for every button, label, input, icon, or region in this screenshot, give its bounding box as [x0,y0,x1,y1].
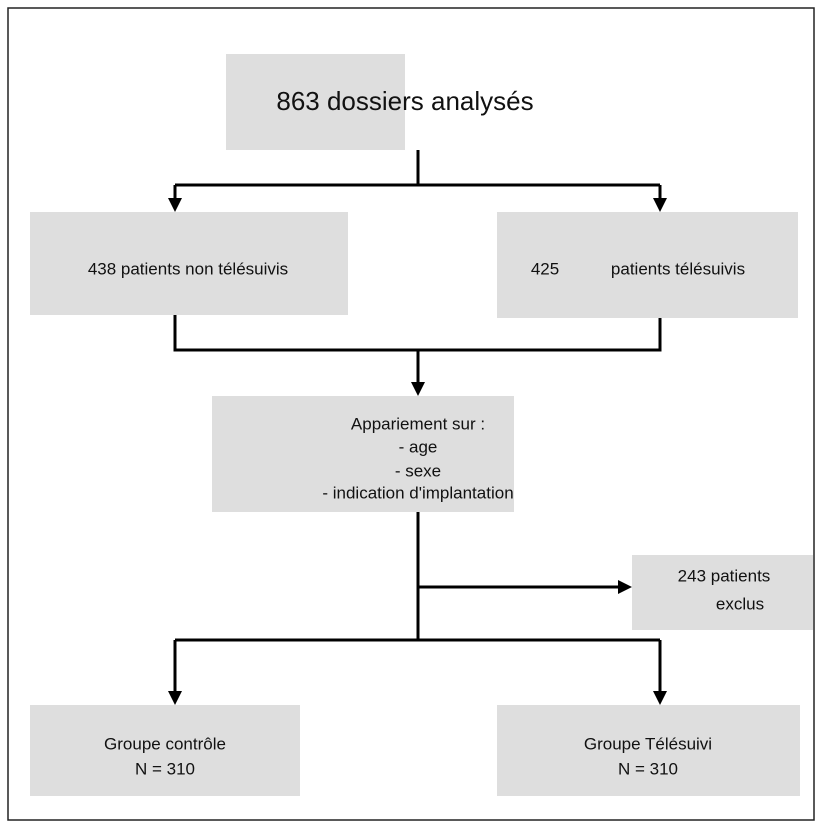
box-appariement [212,396,514,512]
node-label: patients télésuivis [611,259,745,278]
box-non-telesuivis [30,212,348,315]
node-label: - age [399,437,438,456]
box-total [226,54,405,150]
node-label: 243 patients [678,566,771,585]
connectors [168,150,667,705]
node-label: 438 patients non télésuivis [88,259,288,278]
node-label: 425 [531,259,559,278]
node-label: N = 310 [135,759,195,778]
node-label: - indication d'implantation [322,483,513,502]
box-exclus [632,555,813,630]
box-telesuivi [497,705,800,796]
node-label: - sexe [395,461,441,480]
frame [7,7,815,821]
node-label: Groupe contrôle [104,734,226,753]
node-label: Groupe Télésuivi [584,734,712,753]
box-telesuivis [497,212,798,318]
node-label: N = 310 [618,759,678,778]
node-label: Appariement sur : [351,414,485,433]
node-label: 863 dossiers analysés [276,86,533,116]
node-label: exclus [716,594,764,613]
box-controle [30,705,300,796]
